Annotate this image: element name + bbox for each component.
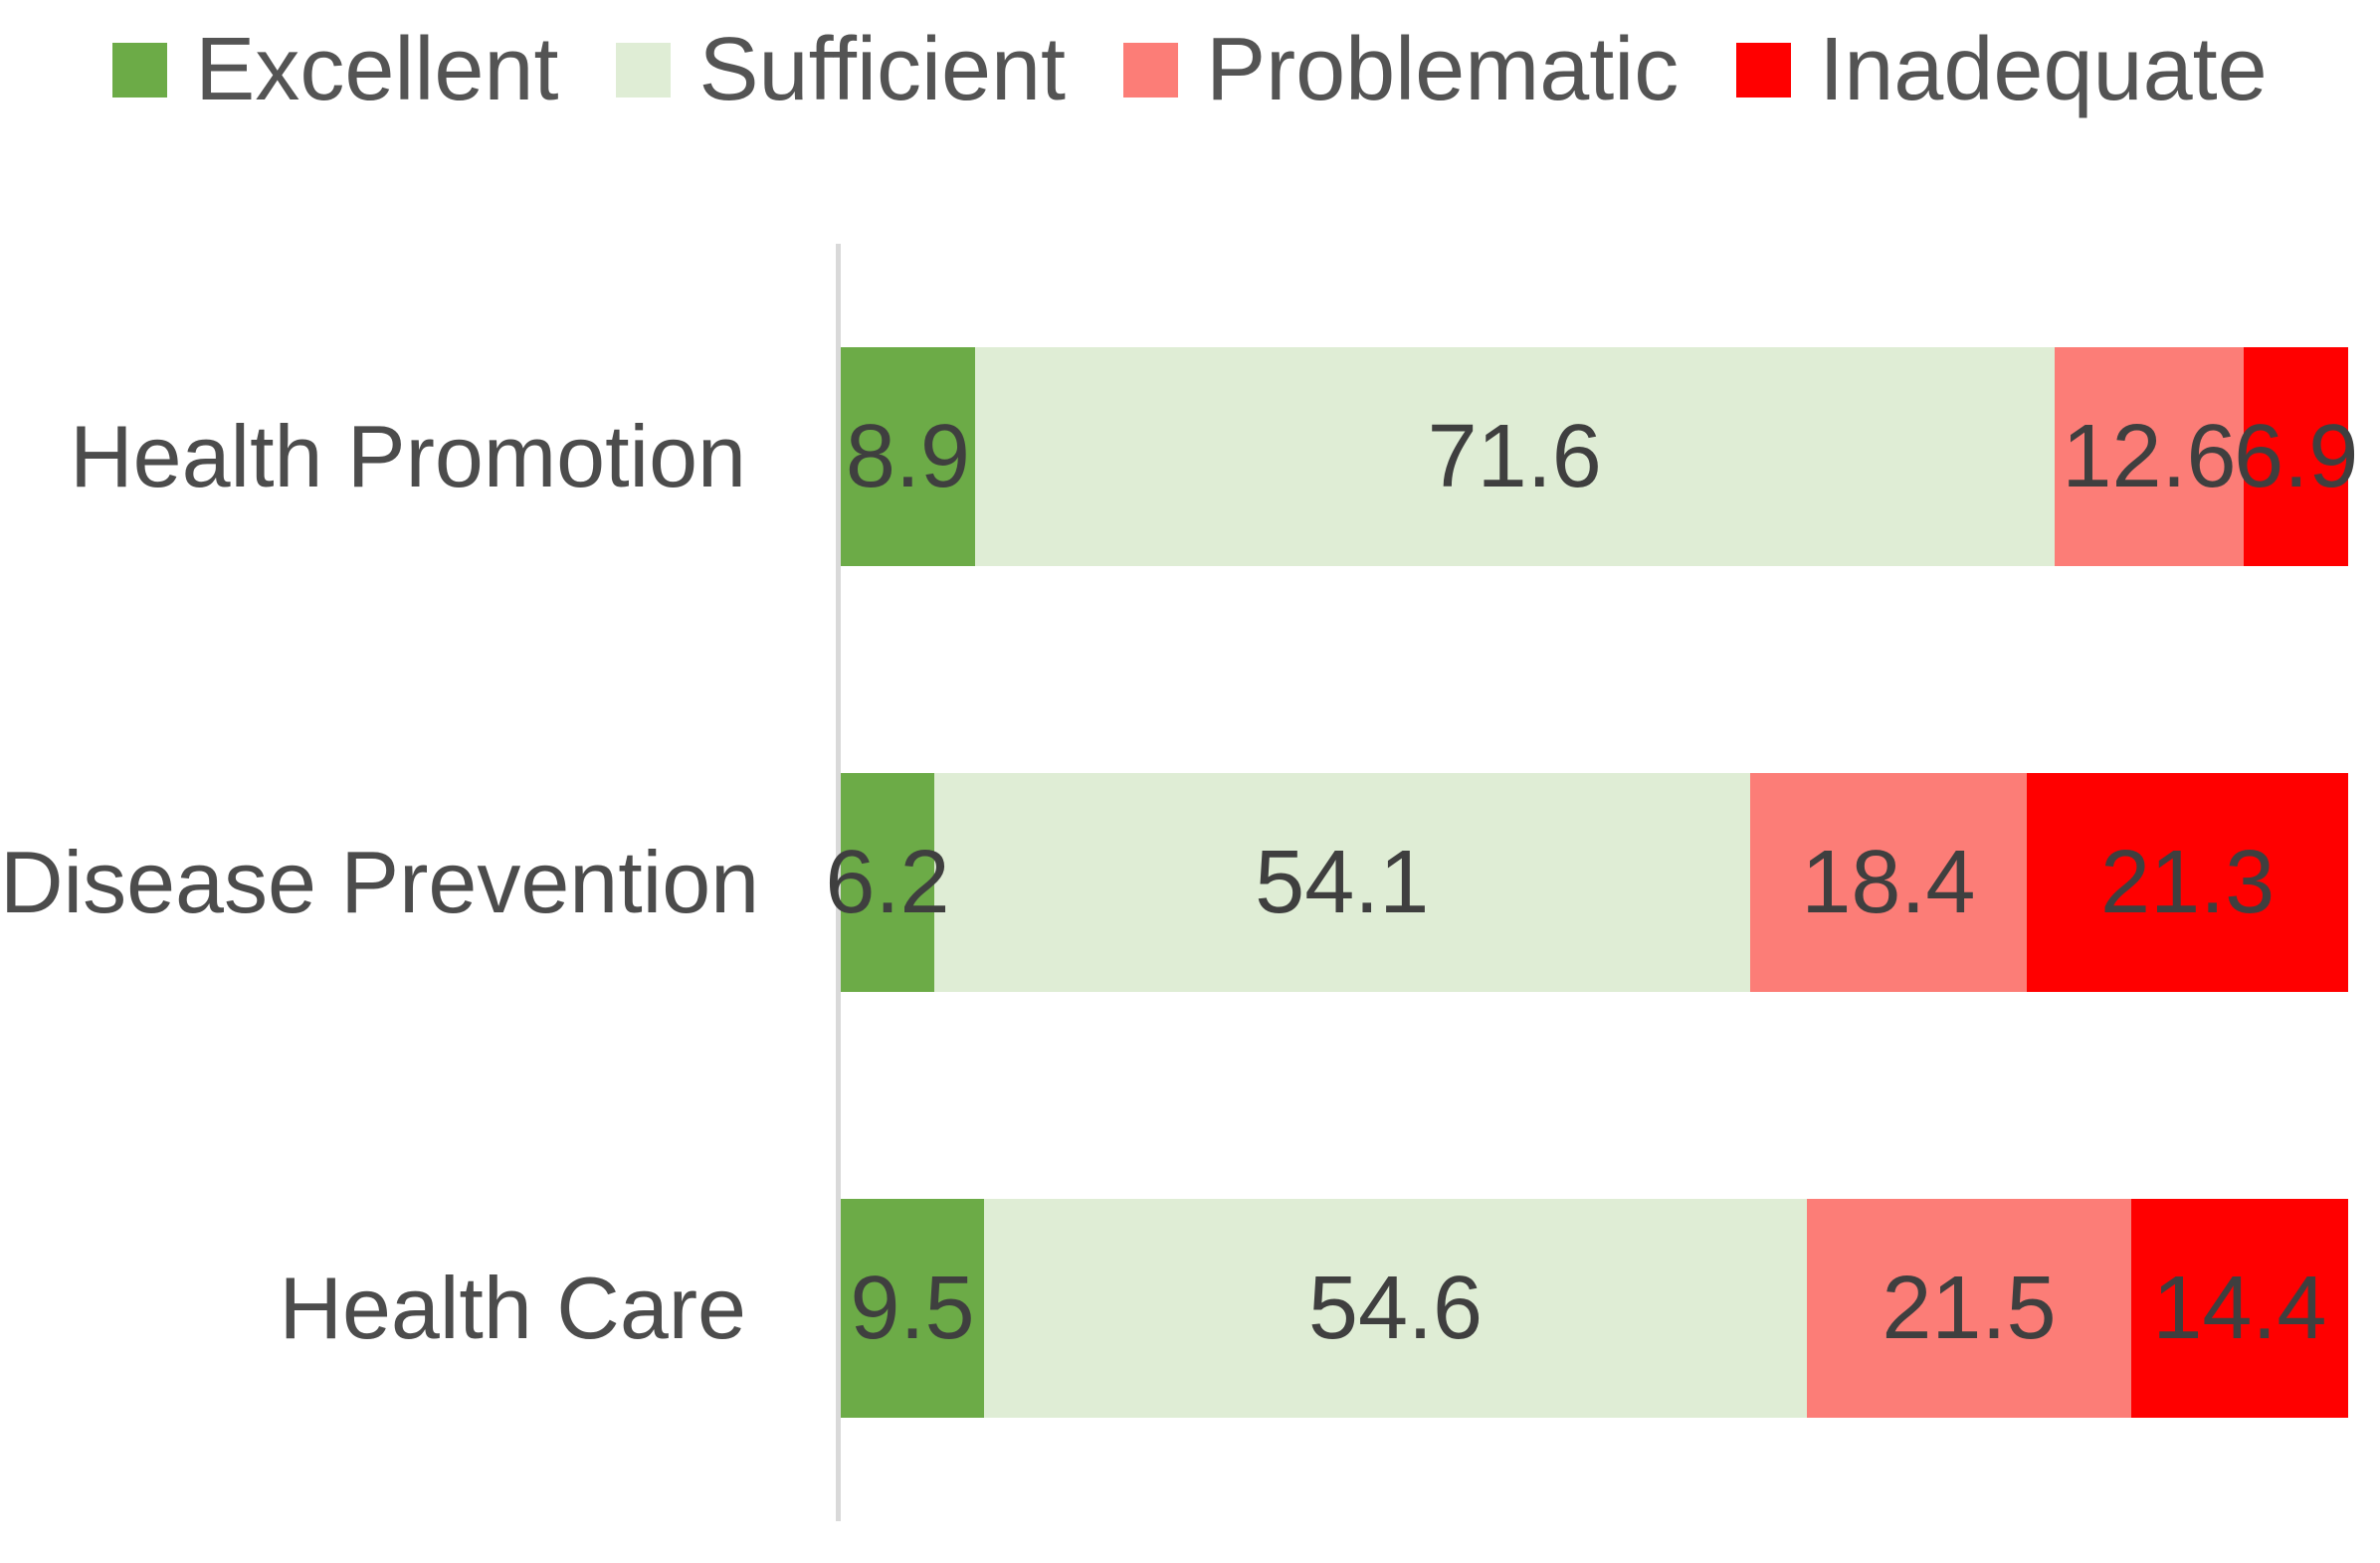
legend-item-excellent: Excellent	[112, 25, 558, 114]
bar-segment-problematic: 12.6	[2054, 347, 2245, 566]
category-label: Health Care	[279, 1258, 746, 1357]
stacked-bar: 9.5 54.6 21.5 14.4	[841, 1199, 2348, 1418]
bar-segment-excellent: 9.5	[841, 1199, 984, 1418]
chart-legend: Excellent Sufficient Problematic Inadequate	[0, 0, 2380, 139]
segment-value-label: 12.6	[2062, 407, 2237, 506]
category-axis-line	[836, 244, 841, 1521]
category-label: Health Promotion	[70, 406, 746, 505]
legend-item-sufficient: Sufficient	[616, 25, 1066, 114]
plot-area: Health Promotion 8.9 71.6 12.6 6.9 Disease Pr…	[0, 244, 2380, 1521]
bar-segment-inadequate: 6.9	[2234, 347, 2358, 566]
stacked-bar: 6.2 54.1 18.4 21.3	[825, 773, 2348, 992]
bar-segment-problematic: 18.4	[1749, 773, 2028, 992]
legend-swatch-icon	[1736, 42, 1792, 98]
legend-item-inadequate: Inadequate	[1736, 20, 2268, 119]
legend-label: Sufficient	[698, 20, 1067, 119]
segment-value-label: 21.5	[1882, 1259, 2057, 1358]
bar-row: Health Care 9.5 54.6 21.5 14.4	[0, 1095, 2380, 1521]
legend-label: Excellent	[195, 20, 559, 119]
bar-segment-excellent: 6.2	[825, 773, 950, 992]
category-label: Disease Prevention	[0, 832, 760, 931]
bar-segment-inadequate: 21.3	[2027, 773, 2348, 992]
legend-swatch-icon	[616, 42, 672, 98]
segment-value-label: 18.4	[1801, 833, 1976, 932]
legend-item-problematic: Problematic	[1123, 25, 1679, 114]
segment-value-label: 8.9	[845, 407, 970, 506]
legend-swatch-icon	[112, 42, 168, 98]
segment-value-label: 6.9	[2234, 407, 2359, 506]
legend-label: Inadequate	[1819, 20, 2268, 119]
bar-segment-inadequate: 14.4	[2130, 1199, 2348, 1418]
bar-segment-problematic: 21.5	[1807, 1199, 2131, 1418]
segment-value-label: 14.4	[2152, 1259, 2327, 1358]
bar-segment-excellent: 8.9	[841, 347, 975, 566]
segment-value-label: 9.5	[850, 1259, 975, 1358]
segment-value-label: 6.2	[825, 833, 950, 932]
stacked-bar: 8.9 71.6 12.6 6.9	[841, 347, 2358, 566]
bar-segment-sufficient: 54.1	[933, 773, 1750, 992]
bar-row: Health Promotion 8.9 71.6 12.6 6.9	[0, 244, 2380, 670]
bar-row: Disease Prevention 6.2 54.1 18.4 21.3	[0, 670, 2380, 1095]
legend-swatch-icon	[1123, 42, 1179, 98]
bar-segment-sufficient: 71.6	[974, 347, 2055, 566]
legend-label: Problematic	[1206, 20, 1680, 119]
segment-value-label: 54.6	[1307, 1259, 1484, 1358]
bar-segment-sufficient: 54.6	[983, 1199, 1808, 1418]
segment-value-label: 71.6	[1427, 407, 1602, 506]
segment-value-label: 21.3	[2100, 833, 2276, 932]
segment-value-label: 54.1	[1255, 833, 1430, 932]
